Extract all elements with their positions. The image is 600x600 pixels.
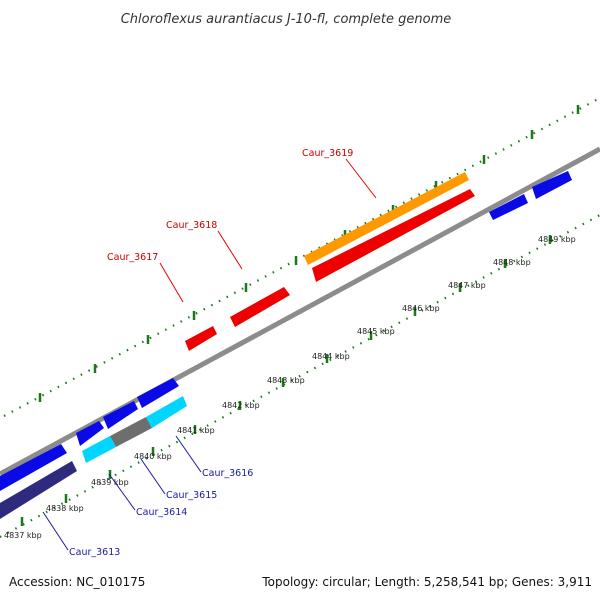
gene-caur-3615[interactable] [110, 417, 152, 447]
genome-backbone [0, 146, 600, 477]
genome-summary-text: Topology: circular; Length: 5,258,541 bp… [261, 575, 592, 589]
map-title: Chloroflexus aurantiacus J-10-fl, comple… [121, 12, 452, 27]
gene-forward-a[interactable] [76, 421, 104, 446]
label-caur-3618: Caur_3618 [166, 220, 217, 231]
scale-label-4846: 4846 kbp [402, 304, 440, 313]
upper-tick-track [3, 97, 600, 417]
label-caur-3616: Caur_3616 [202, 468, 253, 479]
scale-label-4847: 4847 kbp [448, 281, 486, 290]
scale-label-4843: 4843 kbp [267, 376, 305, 385]
gene-reverse-a[interactable] [489, 194, 528, 220]
accession-text: Accession: NC_010175 [9, 575, 145, 589]
gene-caur-3613[interactable] [0, 461, 77, 519]
scale-label-4849: 4849 kbp [538, 235, 576, 244]
scale-label-4845: 4845 kbp [357, 327, 395, 336]
gene-caur-3618[interactable] [230, 287, 290, 327]
scale-label-4838: 4838 kbp [46, 504, 84, 513]
label-caur-3617: Caur_3617 [107, 252, 158, 263]
scale-label-4848: 4848 kbp [493, 258, 531, 267]
gene-caur-3613-forward[interactable] [0, 444, 67, 491]
red-label-leaders [159, 158, 377, 303]
label-caur-3613: Caur_3613 [69, 547, 120, 558]
scale-label-4839: 4839 kbp [91, 478, 129, 487]
gene-caur-3619-red[interactable] [312, 189, 475, 282]
gene-reverse-b[interactable] [532, 171, 572, 199]
scale-label-4841: 4841 kbp [177, 426, 215, 435]
gene-caur-3616[interactable] [146, 396, 187, 428]
upper-major-ticks [38, 105, 580, 402]
gene-forward-b[interactable] [103, 401, 138, 429]
scale-label-4837: 4837 kbp [4, 531, 42, 540]
lower-major-ticks [20, 235, 552, 526]
label-caur-3619: Caur_3619 [302, 148, 353, 159]
gene-caur-3614[interactable] [82, 436, 116, 463]
gene-caur-3619-orange[interactable] [304, 172, 469, 265]
label-caur-3614: Caur_3614 [136, 507, 187, 518]
scale-label-4840: 4840 kbp [134, 452, 172, 461]
scale-label-4844: 4844 kbp [312, 352, 350, 361]
lower-tick-track [0, 214, 600, 538]
label-caur-3615: Caur_3615 [166, 490, 217, 501]
gene-forward-c[interactable] [137, 378, 179, 408]
blue-label-leaders [42, 435, 202, 551]
scale-label-4842: 4842 kbp [222, 401, 260, 410]
gene-caur-3617[interactable] [185, 326, 217, 351]
